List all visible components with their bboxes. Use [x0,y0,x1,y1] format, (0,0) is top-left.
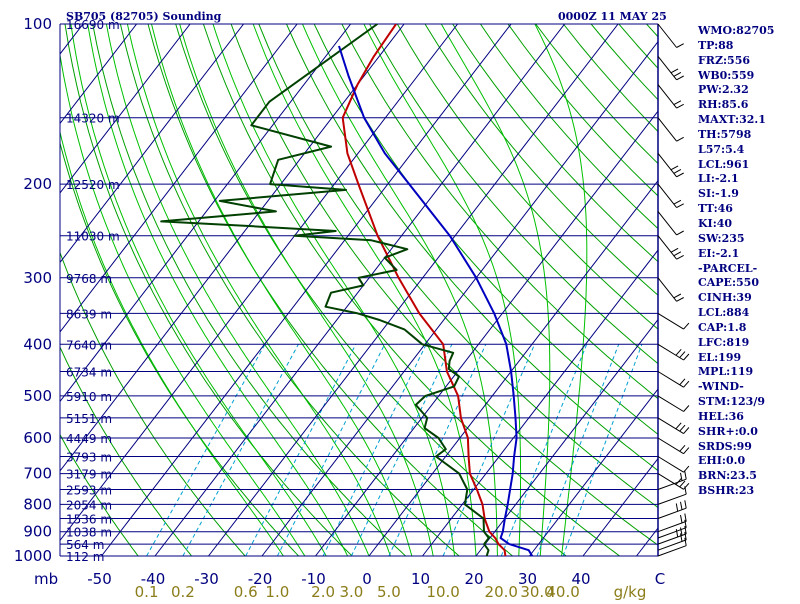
index-item: TT:46 [698,202,798,217]
index-item: FRZ:556 [698,54,798,69]
mixing-ratio-tick-label: 40.0 [546,583,579,600]
temperature-tick-label: -30 [194,570,219,588]
index-item: EI:-2.1 [698,247,798,262]
index-item: WMO:82705 [698,24,798,39]
pressure-unit-label: mb [34,570,58,588]
height-label: 4449 m [66,432,112,446]
index-item: KI:40 [698,217,798,232]
index-item: L57:5.4 [698,143,798,158]
index-item: EL:199 [698,351,798,366]
index-item: RH:85.6 [698,98,798,113]
index-item: SRDS:99 [698,440,798,455]
pressure-tick-label: 400 [23,335,52,353]
index-item: PW:2.32 [698,83,798,98]
pressure-tick-label: 300 [23,269,52,287]
station-title: SB705 (82705) Sounding [66,10,222,23]
temperature-tick-label: -50 [87,570,112,588]
index-item: MPL:119 [698,365,798,380]
pressure-tick-label: 900 [23,523,52,541]
index-item: BSHR:23 [698,484,798,499]
height-label: 14320 m [66,112,120,126]
mixing-ratio-tick-label: 20.0 [485,583,518,600]
height-label: 5910 m [66,390,112,404]
height-label: 12520 m [66,178,120,192]
mixing-ratio-tick-label: 0.1 [135,583,159,600]
index-item: SHR+:0.0 [698,425,798,440]
height-label: 8639 m [66,307,112,321]
pressure-tick-label: 200 [23,175,52,193]
height-label: 9768 m [66,272,112,286]
index-item: LCL:961 [698,158,798,173]
height-label: 3179 m [66,468,112,482]
mixing-ratio-tick-label: 2.0 [311,583,335,600]
mixing-ratio-tick-label: 1.0 [265,583,289,600]
index-item: STM:123/9 [698,395,798,410]
height-label: 2593 m [66,484,112,498]
index-item: HEL:36 [698,410,798,425]
mixing-ratio-tick-label: 0.6 [234,583,258,600]
temperature-tick-label: 0 [362,570,372,588]
height-label: 6734 m [66,366,112,380]
index-item: BRN:23.5 [698,469,798,484]
height-label: 112 m [66,550,104,564]
pressure-tick-label: 600 [23,429,52,447]
sounding-time: 0000Z 11 MAY 25 [558,10,667,23]
index-item: EHI:0.0 [698,454,798,469]
index-item: -PARCEL- [698,262,798,277]
mixing-ratio-tick-label: 5.0 [377,583,401,600]
index-item: LFC:819 [698,336,798,351]
mixing-ratio-tick-label: 3.0 [339,583,363,600]
height-label: 11030 m [66,230,120,244]
index-item: SI:-1.9 [698,187,798,202]
index-item: MAXT:32.1 [698,113,798,128]
index-item: CAP:1.8 [698,321,798,336]
pressure-tick-label: 100 [23,15,52,33]
height-label: 1536 m [66,512,112,526]
index-item: LCL:884 [698,306,798,321]
index-item: WB0:559 [698,69,798,84]
mixing-ratio-unit-label: g/kg [614,583,647,600]
pressure-tick-label: 700 [23,465,52,483]
height-label: 7640 m [66,338,112,352]
height-label: 5151 m [66,412,112,426]
height-label: 3793 m [66,450,112,464]
index-item: SW:235 [698,232,798,247]
height-label: 2054 m [66,498,112,512]
index-item: CINH:39 [698,291,798,306]
temperature-tick-label: 20 [464,570,483,588]
index-item: LI:-2.1 [698,172,798,187]
pressure-tick-label: 1000 [14,547,52,565]
pressure-tick-label: 500 [23,387,52,405]
index-item: CAPE:550 [698,276,798,291]
temperature-unit-tick: C [655,570,665,588]
mixing-ratio-tick-label: 10.0 [426,583,459,600]
mixing-ratio-tick-label: 0.2 [171,583,195,600]
index-item: TP:88 [698,39,798,54]
index-item: -WIND- [698,380,798,395]
index-item: TH:5798 [698,128,798,143]
pressure-tick-label: 800 [23,495,52,513]
